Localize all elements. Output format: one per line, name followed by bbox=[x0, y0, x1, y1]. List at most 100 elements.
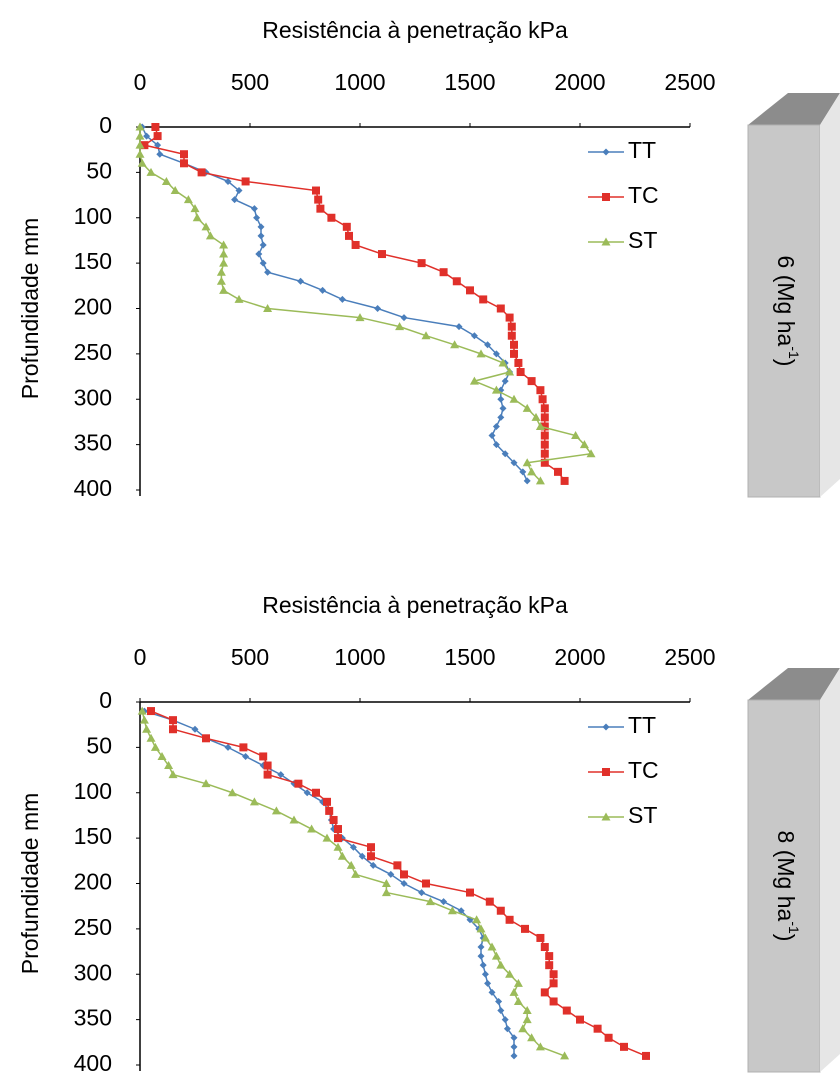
marker bbox=[466, 286, 474, 295]
marker bbox=[549, 979, 558, 988]
marker bbox=[501, 377, 509, 385]
marker bbox=[355, 313, 365, 322]
marker bbox=[250, 205, 258, 213]
series-line bbox=[142, 126, 566, 482]
y-tick-label: 300 bbox=[74, 959, 112, 985]
marker bbox=[421, 331, 431, 340]
side-label-text: 6 (Mg ha bbox=[773, 256, 799, 347]
marker bbox=[219, 258, 229, 267]
marker bbox=[536, 933, 545, 942]
x-tick-label: 1500 bbox=[444, 644, 495, 670]
marker bbox=[135, 149, 145, 158]
marker bbox=[257, 232, 265, 240]
marker bbox=[455, 323, 463, 331]
marker bbox=[249, 797, 259, 806]
marker bbox=[156, 150, 164, 158]
marker bbox=[476, 349, 486, 358]
marker bbox=[519, 468, 527, 476]
marker bbox=[400, 870, 408, 879]
marker bbox=[387, 870, 395, 878]
marker bbox=[470, 332, 478, 340]
marker bbox=[545, 961, 554, 970]
marker bbox=[540, 422, 549, 431]
y-tick-label: 200 bbox=[74, 294, 112, 320]
marker bbox=[440, 898, 448, 906]
marker bbox=[507, 331, 516, 340]
marker bbox=[400, 314, 408, 322]
marker bbox=[495, 997, 503, 1005]
marker bbox=[457, 907, 465, 915]
marker bbox=[395, 322, 405, 331]
marker bbox=[602, 723, 610, 731]
marker bbox=[329, 815, 338, 824]
marker bbox=[151, 123, 160, 131]
side-label: 6 (Mg ha-1) bbox=[773, 256, 802, 367]
side-label-end: ) bbox=[773, 934, 799, 942]
marker bbox=[374, 305, 382, 312]
chart: Resistência à penetração kPa Profundidade… bbox=[17, 592, 840, 1076]
marker bbox=[477, 952, 485, 960]
marker bbox=[197, 168, 206, 177]
marker bbox=[522, 458, 532, 467]
marker bbox=[505, 313, 514, 322]
marker bbox=[522, 1015, 532, 1024]
y-tick-label: 0 bbox=[99, 687, 112, 713]
marker bbox=[521, 924, 529, 933]
marker bbox=[452, 277, 461, 286]
marker bbox=[351, 869, 361, 878]
marker bbox=[531, 412, 541, 421]
marker bbox=[201, 222, 211, 231]
chart-title: Resistência à penetração kPa bbox=[262, 592, 568, 618]
marker bbox=[202, 734, 210, 743]
marker bbox=[507, 322, 516, 331]
marker bbox=[472, 915, 482, 924]
marker bbox=[190, 204, 200, 213]
marker bbox=[496, 906, 505, 915]
marker bbox=[351, 240, 360, 249]
marker bbox=[137, 706, 147, 715]
marker bbox=[378, 250, 386, 259]
marker bbox=[601, 812, 611, 821]
marker bbox=[150, 742, 160, 751]
marker bbox=[257, 223, 265, 231]
marker bbox=[527, 467, 537, 476]
marker bbox=[510, 1043, 518, 1051]
marker bbox=[418, 889, 426, 897]
marker bbox=[602, 768, 610, 776]
marker bbox=[492, 441, 500, 449]
x-tick-label: 2000 bbox=[554, 69, 605, 95]
marker bbox=[497, 395, 505, 403]
marker bbox=[505, 969, 515, 978]
marker bbox=[479, 961, 487, 969]
marker bbox=[514, 358, 523, 367]
side-label-end: ) bbox=[773, 359, 799, 367]
marker bbox=[505, 915, 514, 924]
marker bbox=[488, 432, 496, 440]
marker bbox=[523, 477, 531, 485]
marker bbox=[496, 304, 505, 313]
marker bbox=[522, 1006, 532, 1015]
marker bbox=[480, 933, 490, 942]
marker bbox=[510, 1052, 518, 1060]
marker bbox=[169, 725, 177, 734]
series-line bbox=[141, 126, 528, 482]
marker bbox=[322, 833, 332, 842]
marker bbox=[231, 196, 239, 204]
marker bbox=[516, 368, 525, 377]
x-tick-label: 0 bbox=[134, 644, 147, 670]
marker bbox=[327, 213, 336, 222]
marker bbox=[137, 158, 147, 167]
marker bbox=[146, 733, 156, 742]
marker bbox=[540, 988, 549, 997]
marker bbox=[216, 276, 226, 285]
side-box-top bbox=[748, 668, 840, 700]
legend-label: TT bbox=[628, 137, 656, 163]
marker bbox=[503, 1025, 511, 1033]
marker bbox=[620, 1042, 628, 1051]
marker bbox=[481, 970, 489, 978]
marker bbox=[349, 843, 357, 851]
marker bbox=[536, 386, 545, 395]
x-tick-label: 500 bbox=[231, 69, 269, 95]
marker bbox=[235, 187, 243, 195]
x-tick-label: 1000 bbox=[334, 644, 385, 670]
